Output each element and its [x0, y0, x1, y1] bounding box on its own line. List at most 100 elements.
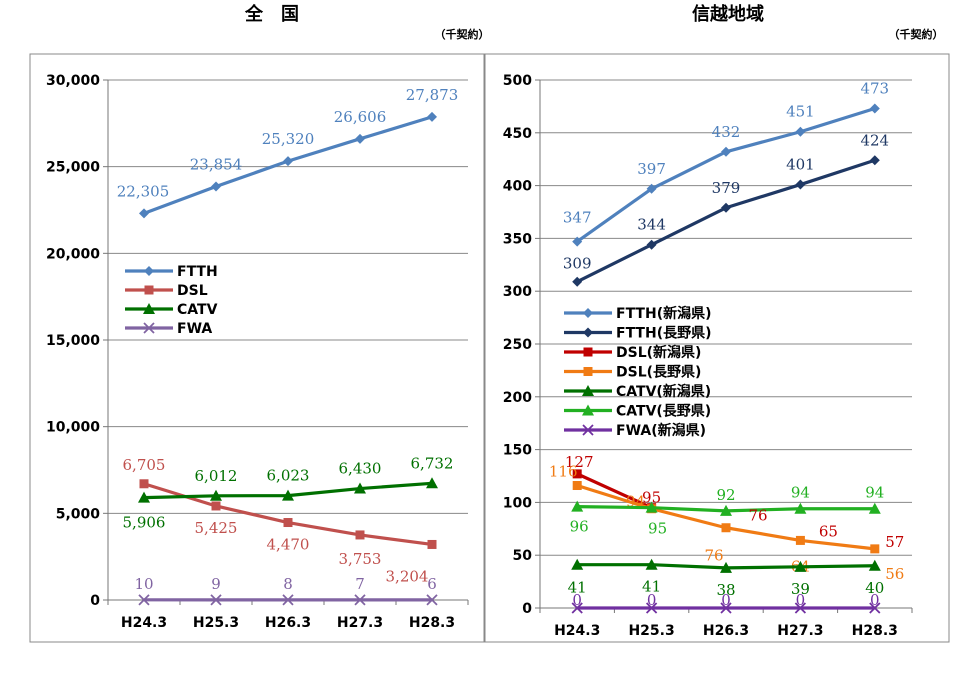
data-point [139, 208, 149, 219]
y-tick-label: 50 [513, 548, 533, 564]
legend: FTTH(新潟県) FTTH(長野県) DSL(新潟県) DSL(長野県) CATV(新… [564, 305, 712, 439]
data-point [210, 594, 222, 606]
legend-entry: FTTH(新潟県) [616, 305, 712, 322]
x-tick-label: H28.3 [852, 623, 898, 639]
legend-marker [583, 367, 593, 376]
x-tick-label: H26.3 [703, 623, 749, 639]
data-point [645, 558, 658, 570]
data-label: 7 [355, 575, 365, 593]
data-point [139, 479, 149, 489]
y-tick-label: 0 [90, 593, 100, 609]
series-3: 11694766456 [549, 463, 904, 583]
data-point [646, 183, 657, 194]
legend-entry: DSL(長野県) [616, 365, 701, 381]
y-tick-label: 500 [503, 73, 532, 89]
data-label: 95 [648, 520, 667, 538]
data-label: 76 [704, 547, 723, 565]
y-tick-label: 0 [522, 601, 532, 617]
data-point [571, 558, 584, 570]
data-point [427, 539, 437, 549]
data-label: 22,305 [117, 182, 170, 200]
series-4: 41 41 38 39 40 [568, 558, 884, 599]
legend-entry: DSL [177, 283, 208, 299]
data-point [870, 544, 880, 554]
data-point-stroke-b [720, 602, 732, 614]
y-tick-label: 300 [503, 284, 532, 300]
data-point [794, 602, 807, 614]
data-label: 344 [637, 216, 666, 234]
legend-marker [583, 308, 593, 318]
y-tick-label: 25,000 [46, 160, 100, 176]
data-label: 6,705 [123, 456, 166, 474]
data-point [211, 501, 221, 511]
chart-title: 全 国 [244, 3, 299, 25]
legend-marker [582, 404, 594, 416]
data-point [646, 239, 657, 250]
data-label: 9 [211, 575, 221, 593]
series-5: 96 95 92 94 94 [570, 484, 885, 538]
data-point [869, 155, 880, 166]
series-3: 10 9 8 7 6 [134, 575, 438, 606]
data-label: 41 [568, 579, 587, 597]
legend-marker [583, 327, 593, 338]
legend-marker [144, 285, 154, 295]
data-label: 0 [647, 591, 657, 609]
y-tick-label: 400 [503, 179, 532, 195]
data-point [721, 146, 731, 157]
x-tick-label: H24.3 [121, 615, 167, 631]
data-point-stroke-b [869, 602, 881, 614]
series-line [576, 472, 653, 510]
x-tick-label: H28.3 [409, 615, 455, 631]
y-tick-label: 15,000 [46, 333, 100, 349]
legend-entry: CATV(長野県) [616, 404, 711, 420]
legend-entry: FTTH [177, 264, 218, 280]
data-label: 0 [572, 591, 582, 609]
data-point [355, 530, 365, 540]
legend-marker [582, 424, 594, 436]
data-label: 397 [637, 160, 666, 178]
y-tick-label: 20,000 [46, 246, 100, 262]
data-point-stroke-b [354, 594, 366, 606]
legend-marker-stroke-b [143, 322, 155, 334]
data-point [354, 482, 366, 494]
data-point [795, 126, 806, 137]
y-tick-label: 450 [503, 126, 532, 142]
data-point [572, 276, 583, 287]
x-tick-label: H27.3 [777, 623, 823, 639]
series-6: 0 0 0 0 0 [571, 591, 881, 614]
data-point [283, 156, 293, 167]
y-tick-label: 250 [503, 337, 532, 353]
data-point-stroke-b [426, 594, 438, 606]
data-label: 27,873 [406, 86, 459, 104]
legend-marker [583, 347, 593, 357]
data-label: 56 [885, 565, 904, 583]
data-point [720, 602, 732, 614]
data-label: 10 [134, 575, 153, 593]
data-point [282, 594, 294, 606]
data-label: 116 [549, 463, 578, 481]
data-point-stroke-b [794, 602, 807, 614]
data-label: 0 [870, 591, 880, 609]
data-label: 0 [796, 591, 806, 609]
x-tick-label: H26.3 [265, 615, 311, 631]
data-label: 26,606 [334, 108, 387, 126]
data-point [571, 602, 583, 614]
data-point-stroke-b [571, 602, 583, 614]
data-label: 94 [791, 484, 810, 502]
y-tick-label: 30,000 [46, 73, 100, 89]
data-label: 76 [748, 507, 767, 525]
data-point [572, 481, 582, 491]
data-label: 41 [642, 578, 661, 596]
data-point [427, 111, 437, 122]
legend-marker-stroke-b [582, 424, 594, 436]
y-tick-label: 100 [503, 495, 532, 511]
x-tick-label: H25.3 [628, 623, 674, 639]
data-label: 379 [712, 179, 741, 197]
data-point [868, 559, 881, 571]
data-label: 347 [563, 209, 592, 227]
legend-entry: DSL(新潟県) [616, 344, 701, 361]
data-point-stroke-b [210, 594, 222, 606]
data-label: 4,470 [267, 536, 310, 554]
